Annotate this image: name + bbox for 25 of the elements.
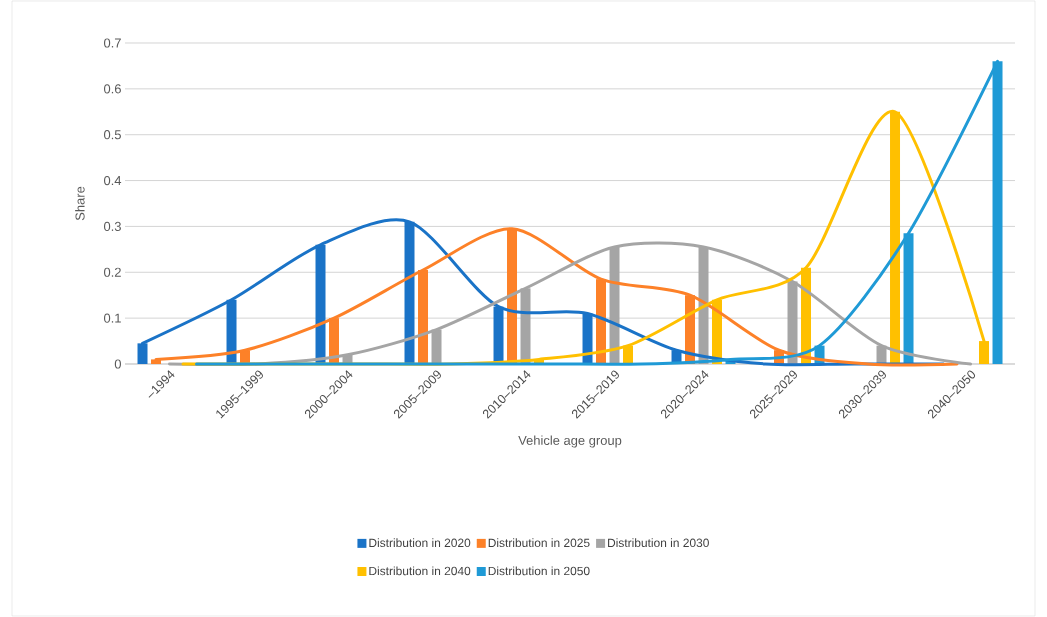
bar xyxy=(431,329,442,364)
bar xyxy=(596,279,607,364)
x-axis-title: Vehicle age group xyxy=(518,435,622,448)
y-tick-label: 0.3 xyxy=(103,221,121,231)
legend-label: Distribution in 2050 xyxy=(488,566,590,576)
y-tick-label: 0.1 xyxy=(103,313,121,323)
bar xyxy=(493,306,504,364)
y-tick-label: 0.5 xyxy=(103,130,121,140)
y-tick-label: 0.6 xyxy=(103,84,121,94)
bar xyxy=(418,269,429,364)
bar xyxy=(787,281,798,364)
legend-label: Distribution in 2025 xyxy=(488,538,590,548)
legend-label: Distribution in 2040 xyxy=(369,566,471,576)
y-tick-label: 0.7 xyxy=(103,38,121,48)
bar xyxy=(315,244,326,364)
bar xyxy=(609,247,620,364)
y-tick-label: 0 xyxy=(114,359,121,369)
line-series xyxy=(195,59,1000,366)
bar xyxy=(404,221,415,364)
y-tick-label: 0.4 xyxy=(103,175,122,186)
y-axis-title: Share xyxy=(75,186,85,221)
legend-label: Distribution in 2020 xyxy=(369,538,471,548)
bar xyxy=(226,299,237,364)
legend-label: Distribution in 2030 xyxy=(608,538,709,548)
y-tick-label: 0.2 xyxy=(103,267,121,277)
